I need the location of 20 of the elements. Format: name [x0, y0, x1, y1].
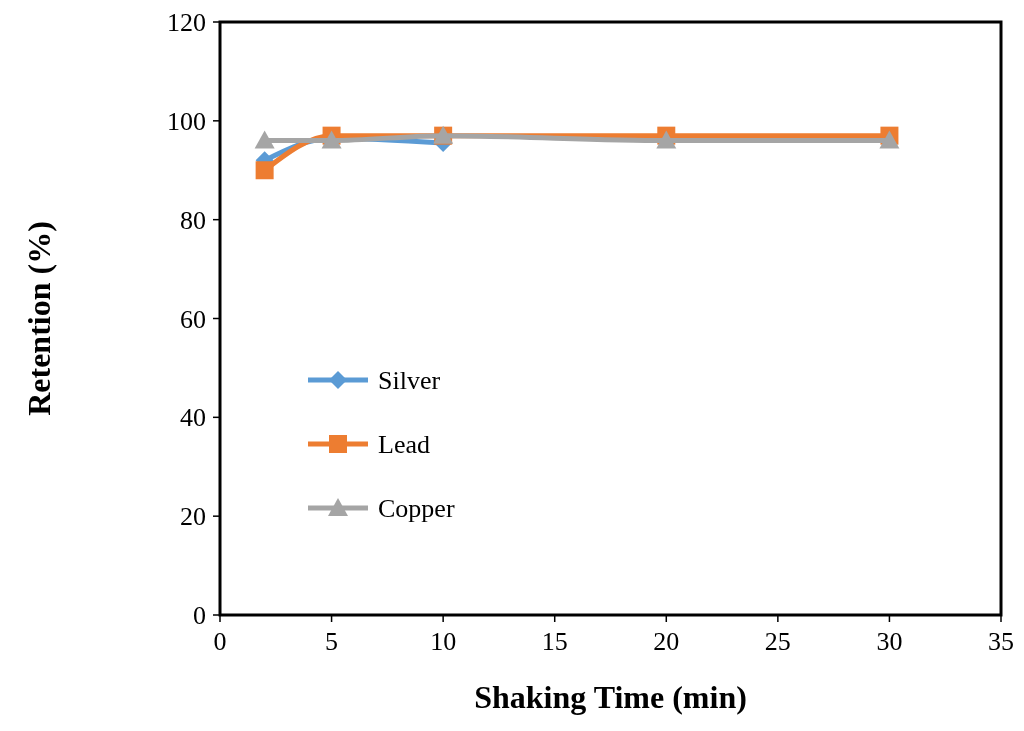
x-tick-label: 30: [876, 627, 903, 656]
legend-label: Copper: [378, 494, 455, 523]
y-axis-title: Retention (%): [21, 221, 57, 416]
y-tick-label: 60: [180, 304, 206, 334]
legend-label: Silver: [378, 366, 441, 395]
y-tick-label: 40: [180, 403, 206, 433]
legend-label: Lead: [378, 430, 430, 459]
y-tick-label: 100: [167, 106, 206, 136]
x-tick-label: 15: [541, 627, 568, 656]
x-tick-label: 35: [988, 627, 1014, 656]
x-axis-title: Shaking Time (min): [474, 679, 747, 715]
x-tick-label: 0: [213, 627, 227, 656]
x-tick-label: 10: [430, 627, 457, 656]
y-tick-label: 0: [193, 601, 206, 630]
x-tick-label: 5: [325, 627, 339, 656]
y-tick-label: 80: [180, 205, 206, 235]
x-tick-label: 25: [764, 627, 791, 656]
y-tick-label: 120: [167, 8, 206, 37]
y-tick-label: 20: [180, 502, 206, 532]
x-tick-label: 20: [653, 627, 680, 656]
